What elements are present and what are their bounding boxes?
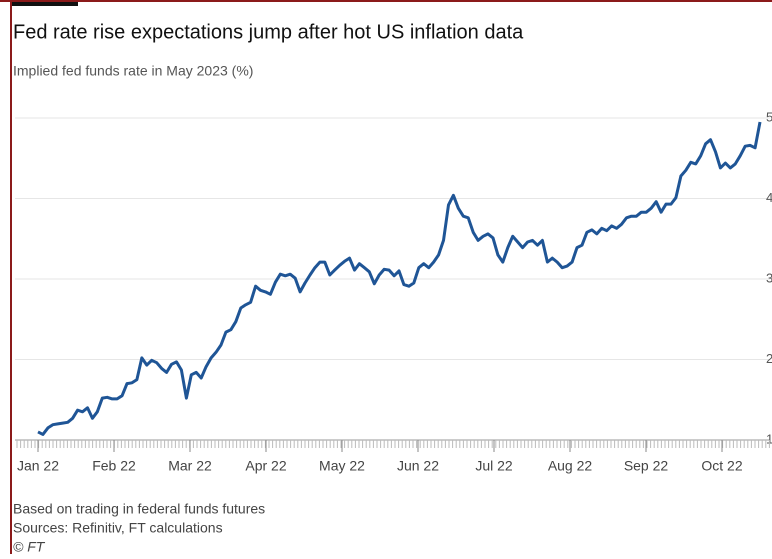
x-tick-label: Feb 22: [92, 458, 136, 474]
x-tick-label: Jun 22: [397, 458, 439, 474]
note: Sources: Refinitiv, FT calculations: [13, 520, 223, 536]
y-tick-label: 3: [766, 270, 772, 285]
note: © FT: [13, 539, 46, 554]
x-tick-label: Jul 22: [475, 458, 513, 474]
y-tick-label: 1: [766, 431, 772, 446]
y-tick-label: 5: [766, 109, 772, 124]
y-tick-label: 2: [766, 351, 772, 366]
plot: 1 2 3 4 5 Jan 22 Feb 22 Mar 22 Apr 22 May 22 Jun 2…: [15, 109, 772, 474]
note: Based on trading in federal funds future…: [13, 501, 265, 517]
chart-title: Fed rate rise expectations jump after ho…: [13, 21, 524, 43]
x-tick-label: Jan 22: [17, 458, 59, 474]
y-tick-label: 4: [766, 190, 772, 205]
x-tick-label: Sep 22: [624, 458, 669, 474]
x-tick-label: Apr 22: [245, 458, 286, 474]
x-tick-label: May 22: [319, 458, 365, 474]
x-tick-label: Mar 22: [168, 458, 212, 474]
x-tick-label: Aug 22: [548, 458, 593, 474]
data-line: [37, 121, 762, 436]
brand-bar: [12, 2, 78, 6]
chart-subtitle: Implied fed funds rate in May 2023 (%): [13, 63, 253, 79]
x-tick-label: Oct 22: [701, 458, 742, 474]
